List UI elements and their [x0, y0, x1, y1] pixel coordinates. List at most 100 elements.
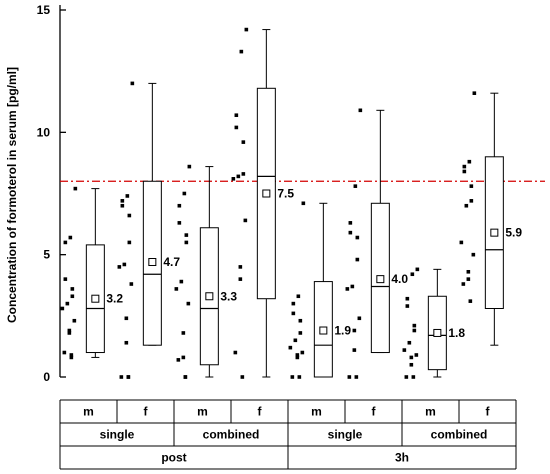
- data-point: [410, 272, 415, 277]
- data-point: [472, 91, 477, 95]
- data-point: [298, 331, 303, 335]
- data-point: [62, 350, 67, 355]
- data-point: [353, 184, 358, 188]
- y-tick-label: 5: [43, 248, 50, 262]
- data-point: [238, 265, 243, 269]
- y-tick-label: 10: [37, 125, 51, 139]
- mean-label: 7.5: [277, 187, 294, 201]
- data-point: [288, 345, 293, 350]
- mean-marker: [490, 228, 499, 237]
- data-point: [72, 318, 77, 323]
- data-point: [348, 230, 353, 235]
- data-point: [176, 358, 181, 362]
- mean-marker: [262, 189, 271, 198]
- data-point: [65, 301, 70, 306]
- data-point: [67, 331, 72, 335]
- data-point: [120, 203, 125, 208]
- data-point: [129, 282, 134, 286]
- data-point: [241, 172, 246, 176]
- data-point: [122, 262, 127, 267]
- data-point: [405, 304, 410, 308]
- category-label-sex: m: [197, 405, 208, 419]
- data-point: [468, 299, 473, 303]
- box-group: 7.5: [231, 27, 294, 379]
- data-point: [405, 296, 410, 301]
- y-axis: 0 5 10 15: [37, 3, 66, 384]
- data-point: [298, 318, 303, 323]
- data-point: [177, 221, 182, 225]
- box-groups: 3.2 4.7 3.3 7.5 1.9 4.0 1.8 5.9: [60, 27, 522, 379]
- data-point: [127, 240, 132, 245]
- data-point: [348, 221, 353, 225]
- data-point: [119, 375, 124, 379]
- data-point: [352, 328, 357, 333]
- data-point: [411, 375, 416, 379]
- mean-marker: [205, 292, 214, 301]
- data-point: [182, 191, 187, 196]
- data-point: [464, 203, 469, 208]
- data-point: [63, 277, 68, 281]
- data-point: [187, 164, 192, 169]
- data-point: [404, 375, 409, 379]
- category-label-time: post: [161, 451, 186, 465]
- data-point: [60, 306, 65, 311]
- data-point: [461, 282, 466, 286]
- mean-marker: [376, 275, 385, 284]
- data-point: [358, 108, 363, 113]
- mean-marker: [433, 328, 442, 337]
- box-group: 1.8: [402, 267, 465, 379]
- y-axis-label: Concentration of formoterol in serum [pg…: [5, 67, 19, 323]
- data-point: [357, 316, 362, 321]
- mean-label: 1.9: [334, 324, 351, 338]
- data-point: [412, 328, 417, 333]
- data-point: [345, 287, 350, 291]
- data-point: [244, 27, 249, 32]
- data-point: [347, 375, 352, 379]
- data-point: [469, 184, 474, 188]
- data-point: [409, 355, 414, 360]
- data-point: [233, 350, 238, 355]
- mean-label: 4.0: [391, 272, 408, 286]
- data-point: [352, 348, 357, 352]
- data-point: [70, 287, 75, 291]
- data-point: [184, 233, 189, 237]
- data-point: [407, 340, 412, 345]
- mean-label: 3.2: [106, 292, 123, 306]
- data-point: [350, 284, 355, 289]
- data-point: [238, 277, 243, 281]
- mean-label: 4.7: [163, 255, 180, 269]
- category-label-treatment: combined: [203, 428, 260, 442]
- category-label-sex: f: [258, 405, 263, 419]
- mean-label: 5.9: [505, 226, 522, 240]
- mean-marker: [319, 326, 328, 335]
- data-point: [412, 323, 417, 328]
- data-point: [241, 140, 246, 144]
- category-label-sex: f: [372, 405, 377, 419]
- data-point: [295, 353, 300, 357]
- data-point: [240, 375, 245, 379]
- data-point: [179, 279, 184, 284]
- data-point: [177, 203, 182, 208]
- y-tick-label: 15: [37, 3, 51, 17]
- mean-label: 1.8: [448, 326, 465, 340]
- data-point: [236, 174, 241, 179]
- category-label-sex: m: [425, 405, 436, 419]
- data-point: [301, 201, 306, 206]
- data-point: [414, 353, 419, 357]
- category-label-sex: f: [144, 405, 149, 419]
- data-point: [124, 340, 129, 345]
- category-label-sex: f: [486, 405, 491, 419]
- data-point: [126, 375, 131, 379]
- box-group: 1.9: [288, 201, 351, 379]
- data-point: [471, 252, 476, 257]
- box-group: 3.3: [174, 164, 237, 379]
- mean-label: 3.3: [220, 289, 237, 303]
- data-point: [296, 294, 301, 299]
- data-point: [120, 199, 125, 203]
- y-axis-title: Concentration of formoterol in serum [pg…: [5, 67, 19, 323]
- data-point: [291, 301, 296, 306]
- data-point: [70, 294, 75, 299]
- data-point: [239, 49, 244, 54]
- category-label-time: 3h: [395, 451, 409, 465]
